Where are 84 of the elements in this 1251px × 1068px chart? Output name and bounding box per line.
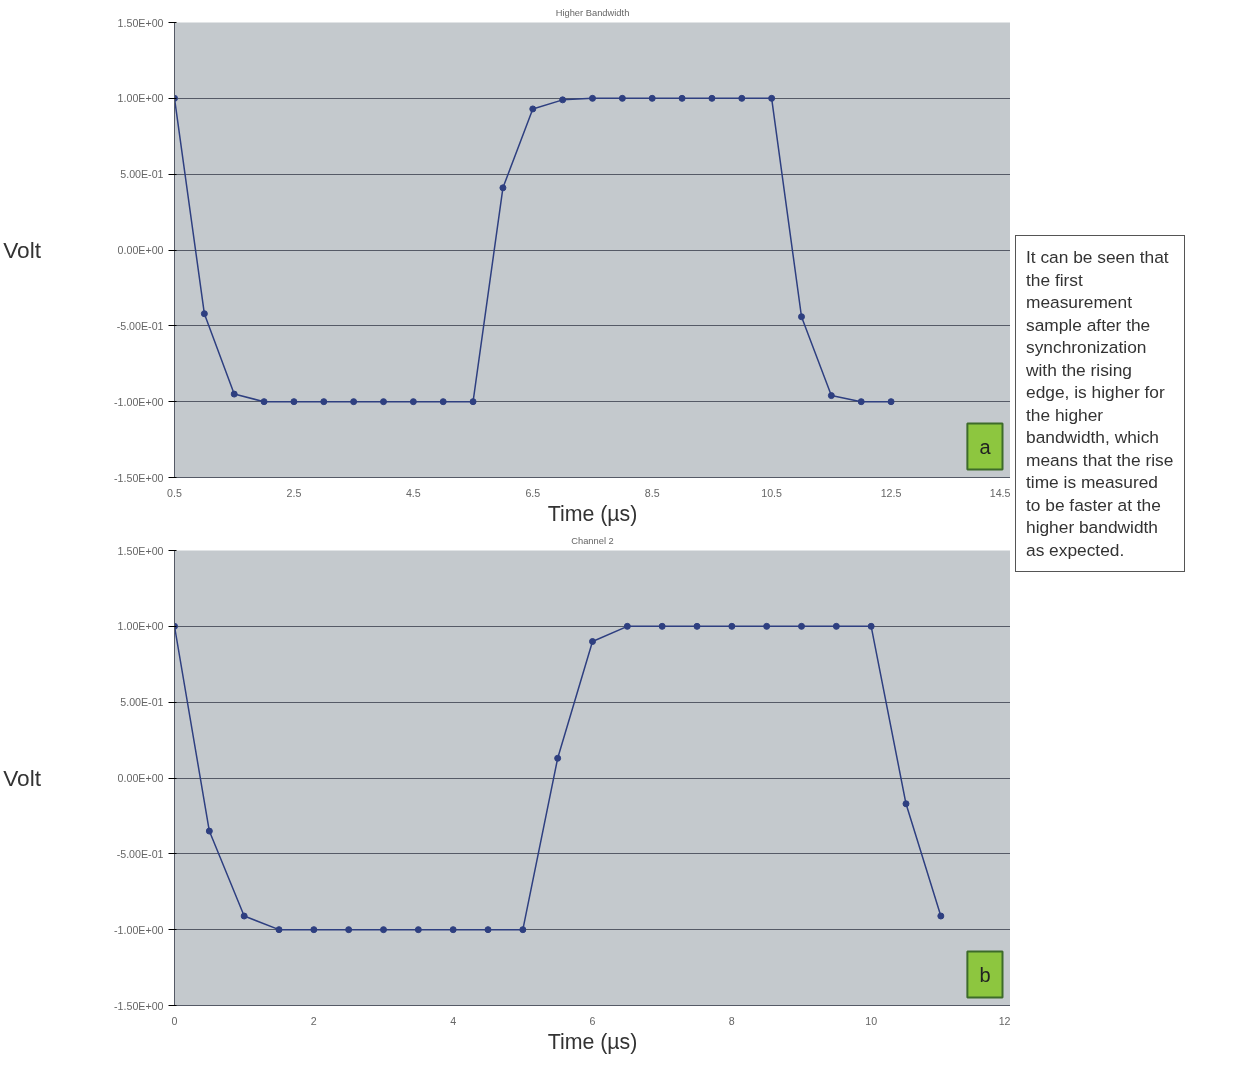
x-axis-title: Time (µs)	[547, 501, 638, 526]
x-tick-label: 6.5	[525, 486, 541, 499]
point	[310, 926, 318, 934]
point	[678, 94, 686, 102]
point	[867, 622, 875, 630]
point	[763, 622, 771, 630]
x-tick-label: 6	[589, 1014, 596, 1027]
point	[439, 398, 447, 406]
point	[798, 313, 805, 321]
x-tick-label: 0	[171, 1014, 178, 1027]
point	[519, 926, 527, 934]
point	[484, 926, 492, 934]
point	[618, 94, 626, 102]
point	[937, 912, 945, 920]
x-tick-label: 2	[310, 1014, 317, 1027]
x-tick-label: 14.5	[989, 486, 1011, 499]
x-tick-label: 4.5	[405, 486, 421, 499]
y-axis-title: Volt	[3, 765, 42, 791]
y-tick-label: 5.00E-01	[120, 696, 164, 709]
point	[589, 94, 596, 102]
x-axis-title: Time (µs)	[547, 1029, 638, 1054]
x-tick-label: 4	[450, 1014, 457, 1027]
y-tick-label: 0.00E+00	[117, 772, 164, 784]
text: It can be seen that the first measurement sample after the synchronization with the rising edge, is higher for the higher bandwidth, which means that the rise time is measured to be faster at the higher bandwidth as expected.	[1026, 247, 1174, 560]
point	[827, 392, 835, 400]
point	[205, 827, 213, 835]
x-tick-label: 0.5	[167, 486, 182, 499]
point	[693, 622, 701, 630]
point	[449, 926, 457, 934]
point	[275, 926, 283, 934]
point	[832, 622, 840, 630]
point	[499, 184, 507, 192]
point	[648, 94, 656, 102]
point	[260, 398, 268, 406]
y-axis-title: Volt	[3, 237, 42, 263]
point	[708, 94, 716, 102]
y-tick-label: -5.00E-01	[116, 319, 164, 332]
x-tick-label: 12.5	[880, 486, 902, 499]
point	[728, 622, 736, 630]
y-tick-label: -1.50E+00	[114, 471, 164, 484]
point	[240, 912, 248, 920]
point	[350, 398, 358, 406]
y-tick-label: -1.00E+00	[114, 395, 164, 408]
y-tick-label: -1.00E+00	[114, 923, 164, 936]
y-tick-label: 1.00E+00	[117, 92, 164, 105]
point	[529, 105, 537, 113]
chart-title: Higher Bandwidth	[555, 7, 630, 18]
point	[559, 96, 567, 104]
point	[320, 398, 328, 406]
point	[380, 926, 387, 934]
x-tick-label: 10.5	[761, 486, 783, 499]
point	[290, 398, 298, 406]
point	[887, 398, 895, 406]
point	[738, 94, 746, 102]
point	[380, 398, 387, 406]
chart-title: Channel 2	[571, 535, 614, 546]
y-tick-label: 1.50E+00	[117, 544, 164, 557]
y-tick-label: -5.00E-01	[116, 847, 164, 860]
x-tick-label: 10	[865, 1014, 878, 1027]
x-tick-label: 2.5	[286, 486, 302, 499]
point	[902, 800, 910, 808]
y-tick-label: 0.00E+00	[117, 244, 164, 256]
point	[768, 94, 776, 102]
point	[589, 638, 596, 645]
point	[623, 622, 631, 630]
y-tick-label: 5.00E-01	[120, 168, 164, 181]
point	[469, 398, 477, 406]
point	[345, 926, 353, 934]
point	[554, 754, 562, 762]
point	[658, 622, 666, 630]
point	[200, 310, 208, 318]
y-tick-label: -1.50E+00	[114, 999, 164, 1012]
point	[414, 926, 422, 934]
point	[798, 622, 805, 630]
x-tick-label: 12	[998, 1014, 1011, 1027]
annotation: b	[979, 963, 991, 986]
point	[857, 398, 865, 406]
y-tick-label: 1.00E+00	[117, 620, 164, 633]
y-tick-label: 1.50E+00	[117, 16, 164, 29]
point	[409, 398, 417, 406]
x-tick-label: 8	[728, 1014, 735, 1027]
point	[230, 390, 238, 398]
x-tick-label: 8.5	[644, 486, 660, 499]
annotation: a	[979, 435, 992, 458]
